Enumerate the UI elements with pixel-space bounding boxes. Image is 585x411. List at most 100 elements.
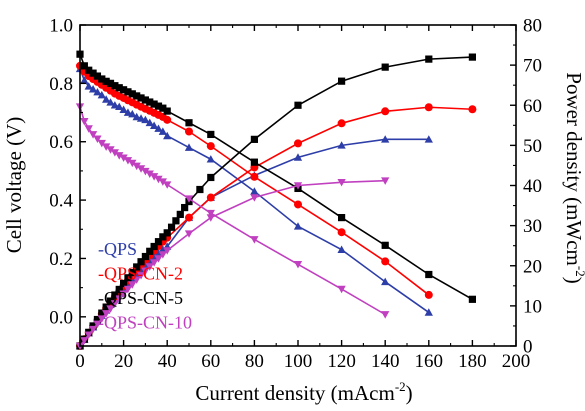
- series-1-voltage-point: [163, 131, 172, 140]
- x-tick-label: 120: [327, 351, 356, 372]
- series-3-power-point: [128, 268, 136, 277]
- series-3-power-point: [468, 53, 476, 61]
- series-3-power-point: [338, 77, 346, 85]
- series-1-voltage-point: [424, 308, 433, 316]
- series-1-voltage-point: [206, 155, 215, 163]
- series-1-power-point: [158, 245, 167, 253]
- y2-tick-label: 80: [523, 16, 542, 37]
- series-2-power-point: [206, 193, 215, 202]
- y-tick-label: 0.2: [49, 249, 73, 270]
- series-2-power-point: [294, 139, 302, 148]
- series-3-voltage-point: [80, 62, 88, 70]
- series-3-voltage-point: [102, 77, 110, 85]
- series-4-power-point: [97, 315, 106, 323]
- series-3-power-point: [172, 217, 180, 225]
- y2-tick-label: 10: [523, 296, 542, 317]
- y-tick-label: 1.0: [49, 16, 73, 37]
- y-axis-label: Cell voltage (V): [2, 117, 26, 253]
- series-3-voltage-point: [338, 214, 346, 222]
- series-2-voltage-point: [250, 172, 259, 181]
- y2-tick-label: 60: [523, 96, 542, 117]
- series-4-voltage-point: [115, 152, 124, 160]
- series-3-voltage-point: [120, 86, 128, 94]
- series-4-power-point: [102, 310, 111, 318]
- series-3-power-point: [196, 185, 204, 194]
- series-3-power-point: [115, 285, 123, 294]
- series-1-voltage-point: [102, 95, 111, 103]
- legend-entry: -QPS-CN-10: [98, 313, 192, 333]
- plot-layer: [75, 50, 477, 351]
- series-3-voltage-point: [111, 82, 119, 90]
- series-2-power-point: [337, 119, 346, 128]
- series-4-power-point: [141, 267, 150, 276]
- x-axis-label-sup: -2: [395, 379, 406, 394]
- series-4-voltage-point: [97, 139, 106, 148]
- series-4-power-point: [106, 305, 115, 313]
- series-2-voltage-point: [294, 200, 302, 209]
- series-2-voltage-point: [206, 142, 215, 151]
- x-axis-label: Current density (mAcm-2): [195, 379, 412, 405]
- series-4-power-point: [149, 259, 159, 267]
- series-4-power-point: [250, 194, 259, 202]
- series-4-voltage-point: [337, 285, 346, 294]
- y2-tick-label: 50: [523, 136, 542, 157]
- series-4-power-point: [163, 247, 172, 255]
- series-2-voltage-point: [163, 115, 172, 124]
- series-3-power-point: [93, 315, 102, 324]
- series-3-voltage-point: [425, 270, 433, 279]
- series-4-power-point: [93, 320, 102, 329]
- series-3-voltage-point: [163, 107, 171, 115]
- series-4-power-point: [110, 300, 120, 308]
- series-1-voltage-point: [293, 222, 303, 230]
- series-3-power-point: [102, 303, 110, 311]
- y2-tick-label: 70: [523, 56, 542, 77]
- series-4-power-point: [154, 255, 163, 263]
- series-3-power-point: [207, 173, 215, 182]
- series-3-power-point: [163, 229, 171, 237]
- series-3-voltage-point: [128, 90, 136, 98]
- y2-axis-label-sup: -2: [573, 266, 585, 277]
- series-4-voltage-point: [88, 131, 98, 139]
- series-1-voltage-point: [97, 90, 106, 99]
- x-tick-label: 200: [502, 351, 531, 372]
- series-4-voltage-point: [145, 170, 154, 178]
- y2-tick-label: 0: [523, 337, 533, 358]
- series-4-voltage-point: [293, 260, 303, 269]
- series-4-voltage-point: [136, 165, 146, 173]
- series-3-power-point: [159, 233, 167, 241]
- axes-layer: 0 20 40 60 80 100 120 140 160 180 2000.00.20.40.60…: [49, 16, 542, 373]
- series-4-power-point: [132, 276, 141, 284]
- series-3-voltage-point: [89, 69, 97, 77]
- series-4-voltage-point: [141, 167, 150, 176]
- series-4-voltage-point: [381, 311, 390, 319]
- series-4-power-point: [88, 325, 98, 334]
- series-3-voltage-point: [141, 96, 149, 104]
- series-1-power-point: [337, 141, 346, 149]
- series-1-voltage-point: [106, 98, 115, 106]
- series-4-voltage-point: [132, 162, 141, 171]
- x-tick-label: 60: [201, 351, 220, 372]
- series-4-power-point: [158, 251, 167, 259]
- series-3-power-point: [137, 258, 145, 266]
- series-3-power-point: [141, 252, 149, 261]
- y2-tick-label: 30: [523, 216, 542, 237]
- series-2-voltage-point: [185, 127, 193, 136]
- x-tick-label: 160: [415, 351, 444, 372]
- series-4-power-point: [115, 295, 124, 303]
- series-3-voltage-point: [150, 100, 158, 108]
- series-3-voltage-point: [137, 94, 145, 102]
- series-2-voltage-point: [381, 257, 390, 266]
- series-4-power-point: [123, 285, 133, 294]
- series-3-voltage-point: [146, 98, 154, 106]
- series-4-power-point: [128, 281, 137, 289]
- series-1-voltage-point: [115, 102, 124, 111]
- series-4-power-point: [80, 337, 89, 345]
- series-4-voltage-point: [80, 117, 89, 126]
- x-tick-label: 80: [245, 351, 264, 372]
- x-tick-label: 100: [284, 351, 313, 372]
- series-3-voltage-point: [468, 295, 476, 303]
- series-2-voltage-point: [424, 290, 433, 299]
- series-2-power-point: [424, 103, 433, 112]
- series-3-voltage-point: [98, 75, 106, 83]
- y-tick-label: 0.4: [49, 191, 73, 212]
